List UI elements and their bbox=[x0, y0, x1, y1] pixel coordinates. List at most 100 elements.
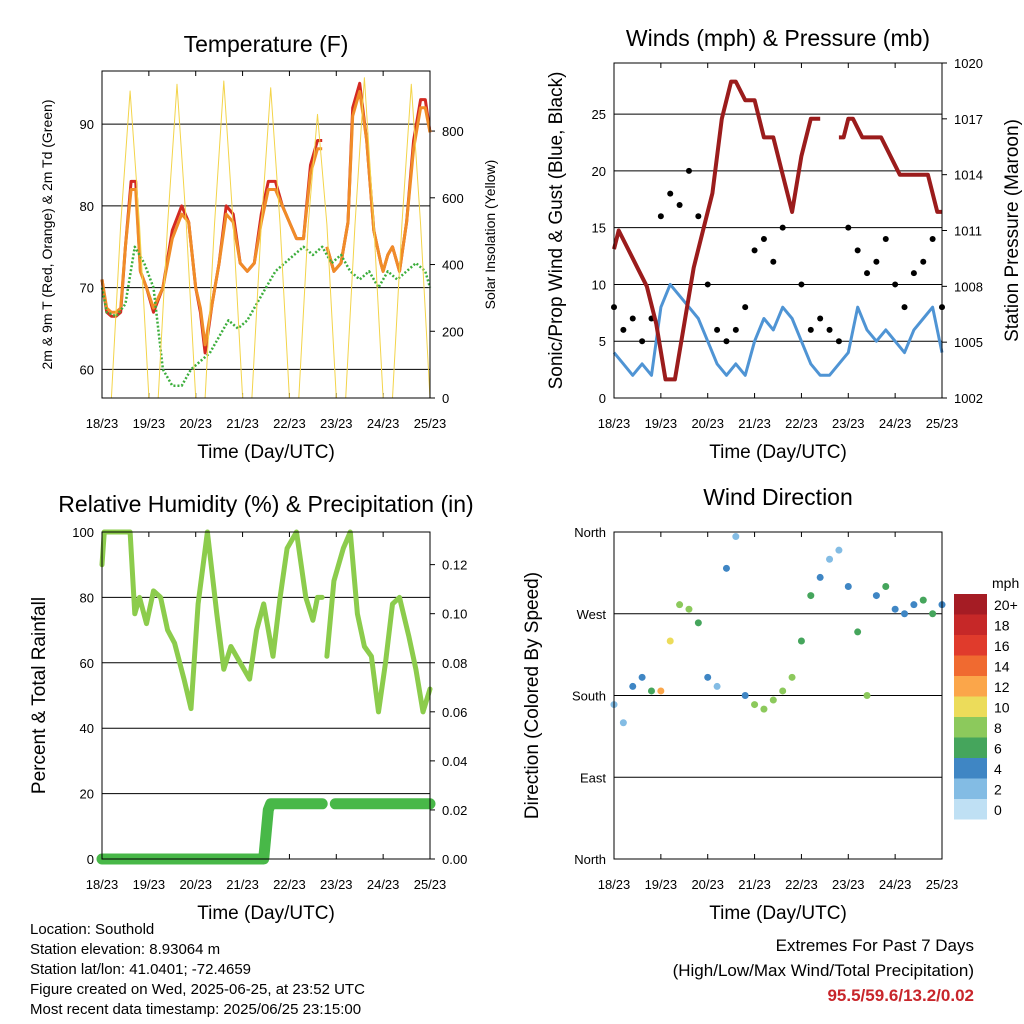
right-tick-label: 0.00 bbox=[442, 852, 467, 867]
y-tick-label: 100 bbox=[72, 525, 94, 540]
y-tick-label: 20 bbox=[80, 787, 94, 802]
direction-point bbox=[713, 682, 721, 690]
recent-text: Most recent data timestamp: 2025/06/25 2… bbox=[30, 1001, 362, 1018]
legend-swatch bbox=[954, 614, 987, 635]
gust-point bbox=[704, 281, 711, 288]
extremes-values: 95.5/59.6/13.2/0.02 bbox=[827, 986, 974, 1005]
legend-title: mph bbox=[992, 575, 1019, 591]
gust-point bbox=[714, 326, 721, 333]
y-tick-label: 20 bbox=[592, 164, 606, 179]
direction-point bbox=[844, 583, 852, 590]
legend-swatch bbox=[954, 758, 987, 779]
panel-temperature: Temperature (F) 60 70 80 90 0 200 400 600 800 18/2… bbox=[39, 31, 498, 463]
chart-title: Relative Humidity (%) & Precipitation (i… bbox=[58, 491, 473, 517]
legend-label: 20+ bbox=[994, 597, 1018, 613]
latlon-text: Station lat/lon: 41.0401; -72.4659 bbox=[30, 961, 252, 978]
legend-label: 14 bbox=[994, 659, 1010, 675]
right-tick-label: 400 bbox=[442, 258, 464, 273]
direction-point bbox=[751, 701, 759, 709]
legend-label: 10 bbox=[994, 700, 1010, 716]
direction-point bbox=[788, 673, 796, 681]
elevation-text: Station elevation: 8.93064 m bbox=[30, 941, 221, 958]
direction-point bbox=[882, 583, 890, 590]
x-tick-label: 22/23 bbox=[785, 416, 818, 431]
gust-point bbox=[817, 315, 824, 322]
x-axis-label: Time (Day/UTC) bbox=[197, 903, 335, 924]
gust-point bbox=[657, 213, 664, 220]
direction-point bbox=[854, 628, 862, 636]
legend-swatch bbox=[954, 778, 987, 799]
direction-point bbox=[807, 592, 815, 600]
x-tick-label: 23/23 bbox=[320, 416, 353, 431]
gust-point bbox=[620, 326, 627, 333]
y-tick-label: East bbox=[580, 770, 606, 785]
y-tick-label: North bbox=[574, 525, 606, 540]
right-tick-label: 1002 bbox=[954, 391, 983, 406]
right-tick-label: 1017 bbox=[954, 112, 983, 127]
gust-point bbox=[695, 213, 702, 220]
gust-point bbox=[629, 315, 636, 322]
panel-winds: Winds (mph) & Pressure (mb) 0 5 10 15 20 25 100… bbox=[546, 25, 1023, 463]
legend-label: 6 bbox=[994, 741, 1002, 757]
x-tick-label: 21/23 bbox=[226, 416, 259, 431]
y-tick-label: 70 bbox=[80, 281, 94, 296]
gust-point bbox=[779, 224, 786, 231]
right-tick-label: 1014 bbox=[954, 168, 983, 183]
panel-humidity: Relative Humidity (%) & Precipitation (i… bbox=[29, 491, 474, 924]
series-relative-humidity bbox=[99, 529, 433, 715]
x-tick-label: 21/23 bbox=[226, 877, 259, 892]
station-info: Location: Southold Station elevation: 8.… bbox=[30, 920, 365, 1020]
x-tick-label: 25/23 bbox=[926, 877, 959, 892]
direction-point bbox=[826, 555, 834, 563]
gust-point bbox=[835, 338, 842, 345]
x-tick-label: 23/23 bbox=[832, 877, 865, 892]
x-axis-label: Time (Day/UTC) bbox=[197, 442, 335, 463]
y-tick-label: 0 bbox=[87, 852, 94, 867]
direction-point bbox=[694, 619, 702, 627]
created-text: Figure created on Wed, 2025-06-25, at 23… bbox=[30, 981, 365, 998]
x-tick-label: 22/23 bbox=[273, 416, 306, 431]
direction-point bbox=[732, 533, 740, 541]
legend-label: 18 bbox=[994, 618, 1010, 634]
y-tick-label: West bbox=[577, 607, 607, 622]
extremes-subtitle: (High/Low/Max Wind/Total Precipitation) bbox=[672, 961, 974, 980]
series-wind bbox=[612, 282, 944, 377]
y-axis-label: Direction (Colored By Speed) bbox=[522, 572, 543, 819]
legend-label: 2 bbox=[994, 782, 1002, 798]
gust-point bbox=[751, 247, 758, 254]
x-tick-label: 19/23 bbox=[133, 416, 166, 431]
direction-point bbox=[919, 596, 927, 604]
y-tick-label: North bbox=[574, 852, 606, 867]
legend-swatch bbox=[954, 635, 987, 656]
right-tick-label: 200 bbox=[442, 324, 464, 339]
panel-wind_direction: Wind Direction North East South West North 18/… bbox=[522, 484, 958, 924]
x-tick-label: 18/23 bbox=[598, 416, 631, 431]
gust-point bbox=[826, 326, 833, 333]
direction-point bbox=[872, 592, 880, 600]
legend-label: 0 bbox=[994, 802, 1002, 818]
x-tick-label: 19/23 bbox=[133, 877, 166, 892]
gust-point bbox=[882, 236, 889, 243]
x-tick-label: 21/23 bbox=[738, 877, 771, 892]
extremes-block: Extremes For Past 7 Days (High/Low/Max W… bbox=[673, 933, 974, 1008]
gust-point bbox=[929, 236, 936, 243]
x-tick-label: 20/23 bbox=[179, 877, 212, 892]
series-station-pressure bbox=[612, 79, 942, 382]
extremes-title: Extremes For Past 7 Days bbox=[775, 936, 974, 955]
right-tick-label: 1011 bbox=[954, 224, 982, 239]
x-tick-label: 23/23 bbox=[832, 416, 865, 431]
right-tick-label: 0 bbox=[442, 391, 449, 406]
x-tick-label: 18/23 bbox=[598, 877, 631, 892]
gust-point bbox=[901, 304, 908, 311]
x-tick-label: 19/23 bbox=[645, 877, 678, 892]
plot-frame bbox=[101, 531, 431, 860]
direction-point bbox=[901, 610, 909, 618]
legend-label: 8 bbox=[994, 720, 1002, 736]
legend-swatch bbox=[954, 676, 987, 697]
gust-point bbox=[742, 304, 749, 311]
gust-point bbox=[770, 258, 777, 265]
right-tick-label: 1008 bbox=[954, 279, 983, 294]
legend-swatch bbox=[954, 594, 987, 615]
gust-point bbox=[910, 270, 917, 277]
direction-point bbox=[704, 673, 712, 681]
